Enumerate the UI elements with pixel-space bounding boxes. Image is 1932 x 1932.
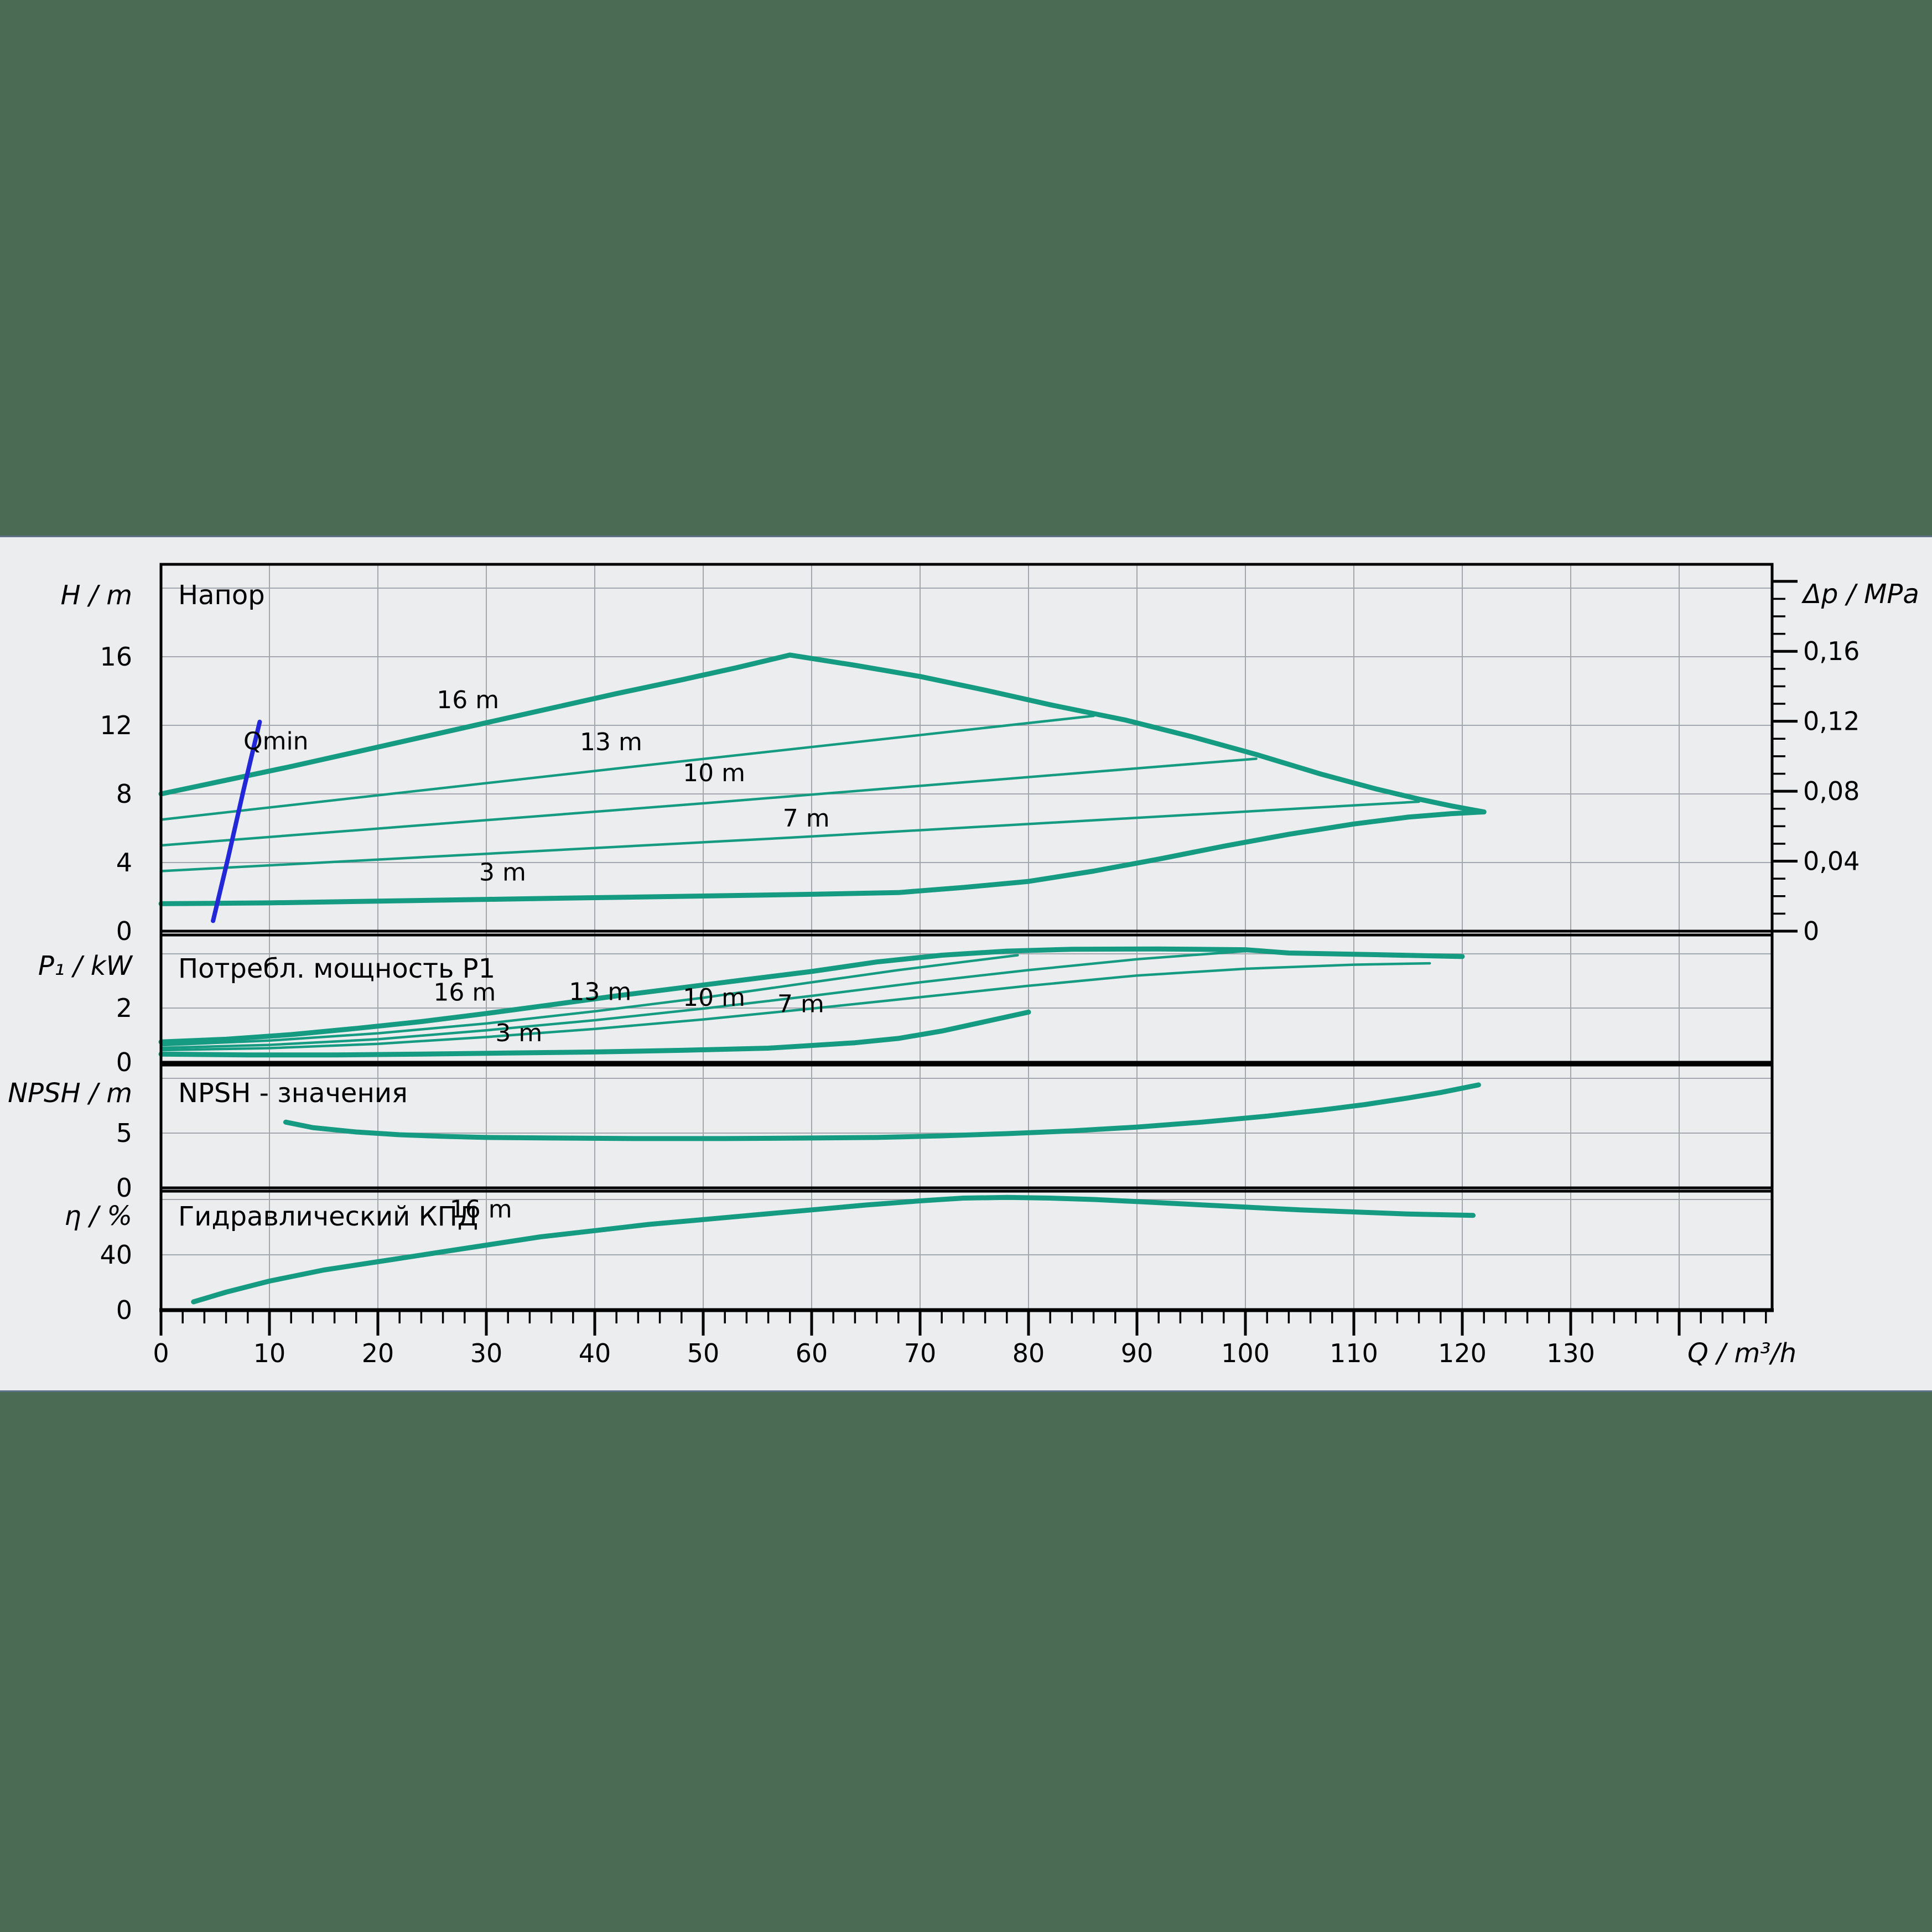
y-tick-label-npsh-5: 5 <box>116 1118 132 1148</box>
chart-band: 16 m 13 m 10 m 7 m 3 m Qmin 16 m 13 m 10 m 7 m 3 m… <box>0 536 1932 1392</box>
dp-tick-label-0,12: 0,12 <box>1803 707 1860 736</box>
axis-unit-label-eta: η / % <box>64 1201 132 1232</box>
dp-tick-label-0,08: 0,08 <box>1803 776 1860 806</box>
x-tick-label-100: 100 <box>1221 1338 1270 1368</box>
h-curve-10m <box>159 757 1258 847</box>
curve-label-power-3-m: 3 m <box>495 1019 542 1047</box>
axis-unit-label-npsh: NPSH / m <box>8 1078 132 1109</box>
y-tick-label-head-16: 16 <box>100 642 132 672</box>
dp-tick-label-0: 0 <box>1803 916 1819 946</box>
x-tick-label-60: 60 <box>796 1338 828 1368</box>
p1-curve-10m <box>159 949 1247 1050</box>
h-curve-16m <box>158 652 1487 814</box>
h-curve-3m <box>158 809 1487 906</box>
dp-tick-label-0,16: 0,16 <box>1803 636 1860 666</box>
curve-label-head-10-m: 10 m <box>683 759 745 787</box>
p1-curve-7m <box>159 962 1431 1052</box>
p1-curve-16m <box>158 946 1465 1045</box>
x-axis-unit-label: Q / m³/h <box>1687 1338 1796 1369</box>
eta-curve-16m <box>191 1194 1476 1305</box>
y-tick-label-eta-0: 0 <box>116 1295 132 1325</box>
y-tick-label-power-0: 0 <box>116 1047 132 1077</box>
axis-unit-label-dp: Δp / MPa <box>1801 579 1919 610</box>
x-tick-label-50: 50 <box>687 1338 720 1368</box>
curve-label-power-16-m: 16 m <box>433 978 496 1006</box>
y-tick-label-head-12: 12 <box>100 710 132 740</box>
axes-layer <box>0 536 1932 1392</box>
x-tick-label-90: 90 <box>1121 1338 1154 1368</box>
x-tick-label-10: 10 <box>253 1338 286 1368</box>
y-tick-label-npsh-0: 0 <box>116 1173 132 1203</box>
x-tick-label-110: 110 <box>1329 1338 1378 1368</box>
panel-title-npsh: NPSH - значения <box>178 1078 408 1109</box>
p1-curve-13m <box>159 954 1019 1047</box>
panel-title-power: Потребл. мощность P1 <box>178 953 495 984</box>
axis-unit-label-head: H / m <box>60 580 132 611</box>
axis-unit-label-power: P₁ / kW <box>38 951 133 981</box>
x-tick-label-70: 70 <box>904 1338 937 1368</box>
h-curve-13m <box>159 714 1095 821</box>
curve-label-head-Qmin: Qmin <box>243 727 309 755</box>
qmin-limit-line <box>211 719 262 923</box>
curve-label-head-13-m: 13 m <box>580 728 642 756</box>
y-tick-label-head-8: 8 <box>116 779 132 809</box>
y-tick-label-head-0: 0 <box>116 916 132 946</box>
x-tick-label-40: 40 <box>579 1338 611 1368</box>
h-curve-7m <box>159 800 1420 872</box>
x-tick-label-0: 0 <box>153 1338 169 1368</box>
x-tick-label-80: 80 <box>1012 1338 1045 1368</box>
curve-label-head-16-m: 16 m <box>437 686 499 714</box>
curves-layer <box>158 652 1487 1305</box>
curve-label-eta-16-m: 16 m <box>450 1196 512 1224</box>
x-tick-label-20: 20 <box>362 1338 394 1368</box>
y-tick-label-eta-40: 40 <box>100 1240 132 1270</box>
curve-label-power-10-m: 10 m <box>683 984 745 1012</box>
labels-layer: 16 m 13 m 10 m 7 m 3 m Qmin 16 m 13 m 10 m 7 m 3 m… <box>8 579 1919 1369</box>
y-tick-label-head-4: 4 <box>116 848 132 877</box>
curve-label-head-7-m: 7 m <box>783 804 830 833</box>
curve-label-power-7-m: 7 m <box>777 990 824 1018</box>
panel-title-head: Напор <box>178 580 265 611</box>
panel-title-eta: Гидравлический КПД <box>178 1201 478 1232</box>
curve-label-power-13-m: 13 m <box>569 978 631 1006</box>
x-tick-label-120: 120 <box>1438 1338 1487 1368</box>
x-tick-label-130: 130 <box>1546 1338 1595 1368</box>
curve-label-head-3-m: 3 m <box>479 859 526 887</box>
y-tick-label-power-2: 2 <box>116 993 132 1023</box>
dp-tick-label-0,04: 0,04 <box>1803 846 1860 876</box>
p1-curve-3m <box>158 1009 1031 1058</box>
x-tick-label-30: 30 <box>470 1338 503 1368</box>
npsh-curve <box>283 1082 1481 1141</box>
pump-performance-chart: 16 m 13 m 10 m 7 m 3 m Qmin 16 m 13 m 10 m 7 m 3 m… <box>0 536 1932 1392</box>
